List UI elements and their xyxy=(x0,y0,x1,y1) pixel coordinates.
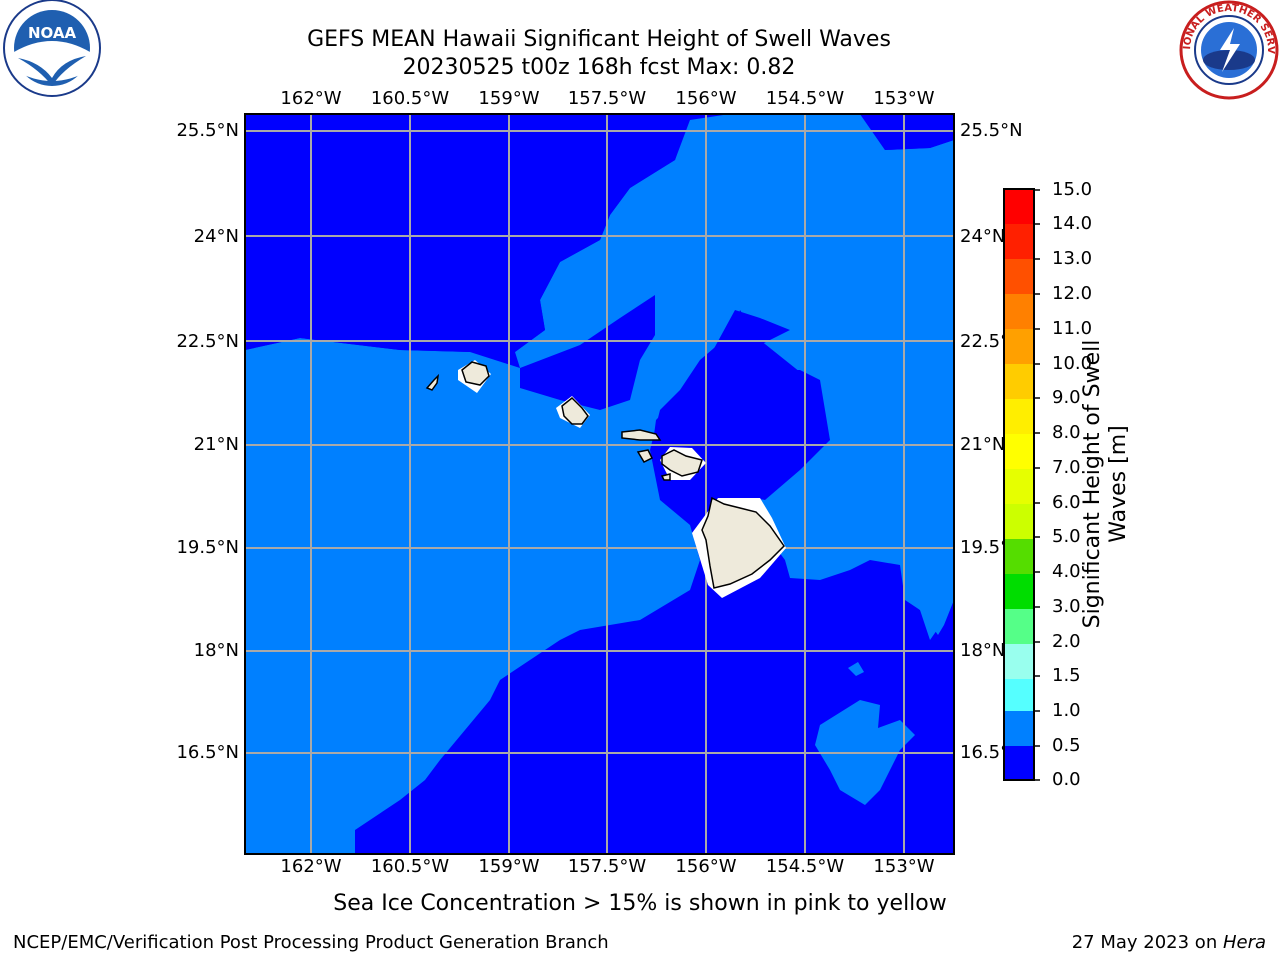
colorbar-tick-label: 8.0 xyxy=(1052,422,1081,443)
colorbar-bin xyxy=(1004,679,1034,714)
lat-label-right: 25.5°N xyxy=(960,120,1023,141)
lon-label-top: 153°W xyxy=(873,88,935,109)
lon-label-bottom: 160.5°W xyxy=(370,856,450,877)
swell-band-medium xyxy=(848,662,864,676)
lon-label-bottom: 154.5°W xyxy=(765,856,845,877)
niihau-island xyxy=(425,373,440,391)
colorbar-bin xyxy=(1004,644,1034,679)
swell-band-low xyxy=(652,310,830,500)
colorbar xyxy=(1003,188,1040,781)
maui-island xyxy=(661,449,703,477)
lat-label-left: 19.5°N xyxy=(176,537,239,558)
swell-band-medium xyxy=(245,114,954,854)
lon-label-top: 154.5°W xyxy=(765,88,845,109)
national-weather-service-logo: NATIONAL WEATHER SERVICE xyxy=(1178,0,1279,100)
hawaii-big-island xyxy=(701,496,785,589)
colorbar-tick-label: 12.0 xyxy=(1052,283,1093,304)
colorbar-bin xyxy=(1004,224,1034,259)
colorbar-tick-label: 11.0 xyxy=(1052,318,1093,339)
islands xyxy=(425,361,785,589)
kahoolawe-island xyxy=(660,473,671,481)
oahu-island xyxy=(561,396,589,425)
colorbar-tick-label: 4.0 xyxy=(1052,561,1081,582)
colorbar-bin xyxy=(1004,609,1034,644)
graticule xyxy=(245,114,954,854)
lat-label-right: 21°N xyxy=(960,434,1006,455)
lat-label-right: 18°N xyxy=(960,640,1006,661)
kauai-island xyxy=(461,361,490,386)
colorbar-bin xyxy=(1004,711,1034,746)
colorbar-bin xyxy=(1004,189,1034,224)
colorbar-bin xyxy=(1004,574,1034,609)
lat-label-left: 18°N xyxy=(193,640,239,661)
lon-label-bottom: 153°W xyxy=(873,856,935,877)
footer-host: Hera xyxy=(1222,932,1266,953)
swell-band-low xyxy=(245,114,690,352)
colorbar-bin xyxy=(1004,539,1034,574)
colorbar-bin xyxy=(1004,469,1034,504)
swell-band-low xyxy=(730,114,954,150)
footer-organization: NCEP/EMC/Verification Post Processing Pr… xyxy=(13,932,609,953)
colorbar-bin xyxy=(1004,329,1034,364)
colorbar-tick-label: 5.0 xyxy=(1052,526,1081,547)
colorbar-tick-label: 13.0 xyxy=(1052,248,1093,269)
lon-label-top: 157.5°W xyxy=(567,88,647,109)
colorbar-tick-label: 10.0 xyxy=(1052,353,1093,374)
colorbar-bin xyxy=(1004,294,1034,329)
colorbar-tick-label: 3.0 xyxy=(1052,596,1081,617)
colorbar-bin xyxy=(1004,259,1034,294)
lon-label-top: 159°W xyxy=(478,88,540,109)
lon-label-top: 156°W xyxy=(675,88,737,109)
lon-label-top: 162°W xyxy=(280,88,342,109)
lon-label-top: 160.5°W xyxy=(370,88,450,109)
colorbar-tick-label: 14.0 xyxy=(1052,213,1093,234)
colorbar-ticks xyxy=(1034,189,1040,781)
lanai-island xyxy=(636,449,654,463)
lat-label-left: 21°N xyxy=(193,434,239,455)
colorbar-bin xyxy=(1004,364,1034,399)
noaa-logo: NOAA xyxy=(3,0,101,97)
colorbar-tick-label: 9.0 xyxy=(1052,387,1081,408)
colorbar-tick-label: 0.0 xyxy=(1052,769,1081,790)
molokai-island xyxy=(621,429,662,441)
colorbar-tick-label: 0.5 xyxy=(1052,735,1081,756)
colorbar-tick-label: 7.0 xyxy=(1052,457,1081,478)
footer-date: 27 May 2023 on Hera xyxy=(1072,932,1266,953)
lat-label-left: 25.5°N xyxy=(176,120,239,141)
colorbar-bin xyxy=(1004,434,1034,469)
lat-label-left: 16.5°N xyxy=(176,742,239,763)
lat-label-left: 24°N xyxy=(193,226,239,247)
colorbar-tick-label: 15.0 xyxy=(1052,179,1093,200)
lon-label-bottom: 159°W xyxy=(478,856,540,877)
map-panel xyxy=(244,113,955,855)
colorbar-title-line2: Waves [m] xyxy=(1106,425,1131,543)
lat-label-right: 24°N xyxy=(960,226,1006,247)
colorbar-tick-label: 2.0 xyxy=(1052,631,1081,652)
colorbar-tick-label: 6.0 xyxy=(1052,492,1081,513)
sea-ice-note: Sea Ice Concentration > 15% is shown in … xyxy=(333,891,947,916)
swell-band-low xyxy=(520,295,655,410)
colorbar-bin xyxy=(1004,504,1034,539)
colorbar-frame xyxy=(1003,188,1035,781)
lat-label-left: 22.5°N xyxy=(176,331,239,352)
footer-date-text: 27 May 2023 on xyxy=(1071,932,1223,953)
lon-label-bottom: 162°W xyxy=(280,856,342,877)
lon-label-bottom: 156°W xyxy=(675,856,737,877)
swell-band-medium xyxy=(905,560,954,635)
colorbar-title-line1: Significant Height of Swell xyxy=(1080,339,1105,629)
noaa-logo-text: NOAA xyxy=(28,24,77,42)
lon-label-bottom: 157.5°W xyxy=(567,856,647,877)
chart-title: GEFS MEAN Hawaii Significant Height of S… xyxy=(307,27,891,52)
map-frame xyxy=(244,113,955,855)
colorbar-bin xyxy=(1004,746,1034,780)
colorbar-bin xyxy=(1004,399,1034,434)
chart-subtitle: 20230525 t00z 168h fcst Max: 0.82 xyxy=(402,55,796,80)
colorbar-tick-label: 1.5 xyxy=(1052,665,1081,686)
colorbar-tick-label: 1.0 xyxy=(1052,700,1081,721)
